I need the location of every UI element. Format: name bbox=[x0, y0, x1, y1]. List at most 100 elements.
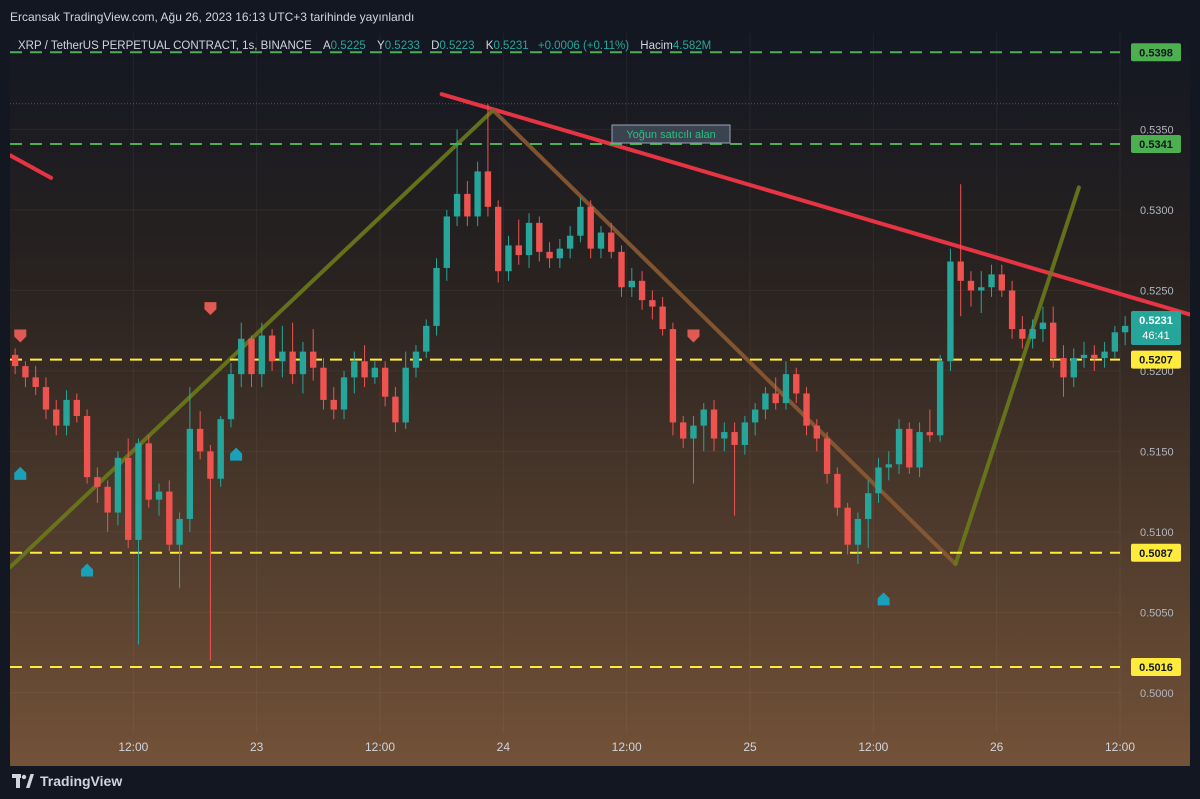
candle-body bbox=[125, 457, 132, 540]
time-tick-label: 12:00 bbox=[612, 740, 642, 754]
candle-body bbox=[22, 366, 29, 378]
candle-body bbox=[289, 351, 296, 375]
low-value: 0.5223 bbox=[439, 40, 475, 52]
level-price-label: 0.5398 bbox=[1139, 47, 1173, 59]
price-axis: 0.5350 0.5300 0.5250 0.5200 0.5150 0.5100 0.50… bbox=[1131, 43, 1181, 700]
candle bbox=[988, 264, 995, 297]
close-label: K bbox=[485, 40, 494, 52]
candle bbox=[772, 377, 779, 410]
candle bbox=[710, 399, 718, 452]
candle-body bbox=[793, 374, 800, 394]
candle-body bbox=[556, 248, 564, 259]
candle bbox=[762, 387, 769, 420]
candle-body bbox=[844, 507, 851, 545]
symbol-title[interactable]: XRP / TetherUS PERPETUAL CONTRACT, 1s, B… bbox=[18, 40, 312, 52]
candle-body bbox=[700, 409, 707, 426]
candle-body bbox=[587, 206, 594, 249]
candle bbox=[1050, 306, 1057, 368]
close-value: 0.5231 bbox=[493, 40, 529, 52]
candle bbox=[1111, 325, 1119, 359]
sell-signal-icon bbox=[14, 329, 27, 343]
candle bbox=[340, 370, 348, 420]
candle bbox=[659, 296, 666, 336]
candle bbox=[423, 319, 430, 359]
candle-body bbox=[669, 329, 677, 423]
candle bbox=[484, 103, 492, 217]
candle bbox=[978, 271, 985, 313]
candle bbox=[381, 361, 389, 407]
candle-body bbox=[525, 222, 533, 256]
candle bbox=[957, 184, 964, 317]
candle bbox=[73, 393, 80, 423]
candle-body bbox=[618, 251, 625, 288]
candle bbox=[998, 264, 1005, 297]
candle bbox=[412, 345, 420, 378]
candle-body bbox=[628, 280, 635, 288]
candle bbox=[433, 258, 440, 336]
candle-body bbox=[998, 274, 1005, 291]
candle-body bbox=[1029, 329, 1036, 339]
candle-body bbox=[731, 432, 738, 445]
candle bbox=[803, 387, 810, 436]
candle-body bbox=[495, 206, 502, 272]
candle bbox=[916, 422, 923, 478]
high-value: 0.5233 bbox=[384, 40, 420, 52]
candle bbox=[53, 399, 60, 436]
price-tick-label: 0.5200 bbox=[1140, 366, 1174, 378]
candle bbox=[505, 235, 512, 281]
candle bbox=[885, 451, 892, 481]
price-chart[interactable]: 0.5350 0.5300 0.5250 0.5200 0.5150 0.5100 0.50… bbox=[10, 33, 1190, 766]
level-price-tag bbox=[1131, 43, 1181, 62]
candle bbox=[94, 467, 101, 503]
tradingview-logo-icon bbox=[12, 774, 34, 788]
time-tick-label: 25 bbox=[743, 740, 757, 754]
candle-body bbox=[63, 399, 70, 426]
time-tick-label: 12:00 bbox=[858, 740, 888, 754]
candle-body bbox=[361, 361, 368, 378]
candle-body bbox=[546, 251, 553, 259]
candle bbox=[566, 226, 574, 259]
candle-body bbox=[638, 280, 646, 301]
candle bbox=[495, 200, 502, 283]
signal-markers bbox=[14, 302, 890, 606]
candle-body bbox=[104, 486, 111, 513]
candle bbox=[32, 366, 39, 396]
candle bbox=[289, 322, 296, 384]
candle bbox=[895, 419, 903, 474]
candle bbox=[474, 161, 481, 227]
buy-signal-icon bbox=[877, 592, 890, 606]
candle bbox=[392, 387, 399, 433]
candle bbox=[628, 267, 635, 297]
level-price-tag bbox=[1131, 658, 1181, 677]
candle-body bbox=[690, 425, 697, 439]
candle-body bbox=[381, 367, 389, 397]
candle-body bbox=[464, 193, 471, 217]
candle-body bbox=[1019, 329, 1026, 339]
candle-body bbox=[947, 261, 954, 362]
candle-body bbox=[762, 393, 769, 410]
candle-body bbox=[32, 377, 39, 388]
buy-signal-icon bbox=[230, 447, 243, 461]
candle bbox=[936, 354, 944, 442]
price-tick-label: 0.5050 bbox=[1140, 607, 1174, 619]
candle bbox=[721, 422, 728, 452]
candle-body bbox=[207, 451, 214, 479]
candle bbox=[238, 322, 245, 388]
candle-body bbox=[248, 338, 255, 375]
candle-body bbox=[392, 396, 399, 423]
level-price-label: 0.5207 bbox=[1139, 355, 1173, 367]
candle-body bbox=[53, 409, 60, 426]
candle bbox=[926, 409, 934, 442]
trendline bbox=[439, 92, 1190, 317]
candle-body bbox=[166, 491, 173, 545]
tradingview-footer[interactable]: TradingView bbox=[12, 771, 122, 791]
candle bbox=[196, 411, 204, 460]
candle-body bbox=[834, 473, 841, 508]
candle bbox=[83, 409, 91, 484]
candle bbox=[371, 361, 379, 384]
candle bbox=[1101, 341, 1108, 368]
open-value: 0.5225 bbox=[330, 40, 366, 52]
candle-body bbox=[1008, 290, 1016, 330]
candle bbox=[63, 390, 70, 436]
